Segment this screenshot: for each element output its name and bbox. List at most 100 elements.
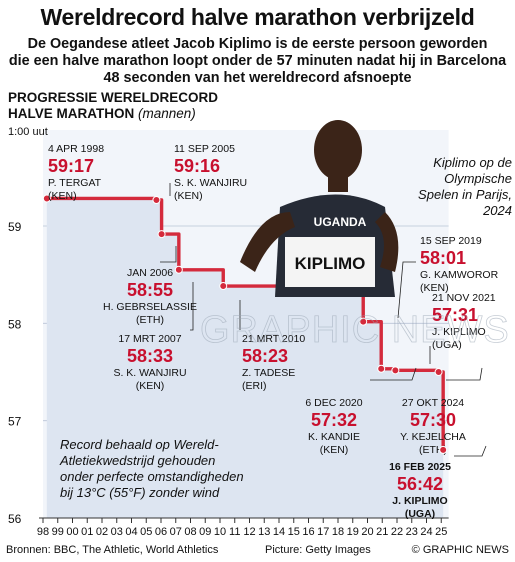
annotation-leader (446, 367, 483, 381)
record-country: (KEN) (320, 444, 349, 456)
y-tick-label: 57 (8, 415, 22, 429)
area-fill (46, 198, 444, 519)
x-tick-label: 21 (376, 526, 388, 538)
record-time: 59:16 (174, 156, 220, 176)
x-tick-label: 06 (155, 526, 167, 538)
record-date: 11 SEP 2005 (174, 143, 235, 155)
annotation-leader (370, 367, 417, 381)
record-country: (KEN) (136, 380, 165, 392)
record-country: (KEN) (174, 190, 203, 202)
record-date: 21 MRT 2010 (242, 333, 305, 345)
record-point (42, 194, 51, 203)
record-point (174, 265, 183, 274)
x-tick-label: 23 (406, 526, 418, 538)
record-athlete: P. TERGAT (48, 177, 102, 189)
record-date: 16 FEB 2025 (389, 461, 451, 473)
y-tick-label: 58 (8, 317, 22, 331)
record-country: (KEN) (420, 282, 449, 294)
record-athlete: J. KIPLIMO (392, 495, 447, 507)
record-time: 58:55 (127, 280, 173, 300)
chart-heading-line2: HALVE MARATHON (8, 106, 135, 121)
x-tick-label: 13 (258, 526, 270, 538)
record-point (157, 230, 166, 239)
photo-bib-text: KIPLIMO (295, 254, 366, 273)
y-tick-label: 59 (8, 220, 22, 234)
x-tick-label: 17 (317, 526, 329, 538)
chart-heading-line1: PROGRESSIE WERELDRECORD (8, 90, 219, 105)
record-point (391, 366, 400, 375)
record-time: 57:32 (311, 410, 357, 430)
x-tick-label: 20 (361, 526, 373, 538)
record-point (434, 368, 443, 376)
photo-caption: Kiplimo op de Olympische Spelen in Parij… (418, 155, 512, 218)
x-tick-label: 03 (111, 526, 123, 538)
record-time: 58:23 (242, 346, 288, 366)
record-athlete: K. KANDIE (308, 431, 360, 443)
annotation-leader (160, 246, 177, 263)
record-date: 4 APR 1998 (48, 143, 104, 155)
record-country: (ETH) (419, 444, 447, 456)
x-tick-label: 01 (81, 526, 93, 538)
record-date: 15 SEP 2019 (420, 235, 482, 247)
subtitle: De Oegandese atleet Jacob Kiplimo is de … (0, 36, 515, 87)
x-tick-label: 11 (229, 526, 240, 538)
x-tick-label: 16 (302, 526, 314, 538)
y-tick-label: 56 (8, 512, 22, 526)
chart-heading-qualifier: (mannen) (138, 106, 196, 121)
x-tick-label: 00 (66, 526, 78, 538)
record-date: JAN 2006 (127, 267, 173, 279)
annotation-leader (190, 282, 194, 331)
conditions-note: Record behaald op Wereld-Atletiekwedstri… (60, 437, 244, 500)
x-tick-label: 25 (435, 526, 447, 538)
record-country: (ETH) (136, 314, 164, 326)
record-time: 56:42 (397, 474, 443, 494)
record-country: (UGA) (405, 508, 435, 520)
record-athlete: S. K. WANJIRU (113, 367, 186, 379)
record-date: 17 MRT 2007 (118, 333, 181, 345)
subtitle-line: die een halve marathon loopt onder de 57… (8, 53, 507, 69)
x-tick-label: 98 (37, 526, 49, 538)
x-tick-label: 14 (273, 526, 285, 538)
x-tick-label: 12 (243, 526, 255, 538)
record-athlete: S. K. WANJIRU (174, 177, 247, 189)
record-time: 58:33 (127, 346, 173, 366)
x-tick-label: 10 (214, 526, 226, 538)
x-tick-label: 22 (391, 526, 403, 538)
page-title: Wereldrecord halve marathon verbrijzeld (40, 4, 475, 30)
record-athlete: H. GEBRSELASSIE (103, 301, 197, 313)
y-unit-label: 1:00 uut (8, 126, 48, 138)
x-tick-label: 04 (125, 526, 137, 538)
record-time: 59:17 (48, 156, 94, 176)
record-athlete: Y. KEJELCHA (400, 431, 466, 443)
subtitle-line: 48 seconden van het wereldrecord afsnoep… (103, 70, 412, 86)
annotation-leader (454, 445, 487, 457)
sources: Bronnen: BBC, The Athletic, World Athlet… (6, 544, 219, 556)
x-tick-label: 09 (199, 526, 211, 538)
chart-heading: PROGRESSIE WERELDRECORD HALVE MARATHON (… (8, 90, 218, 122)
picture-credit: Picture: Getty Images (265, 544, 371, 556)
copyright: © GRAPHIC NEWS (411, 544, 509, 556)
record-country: (KEN) (48, 190, 77, 202)
x-tick-label: 15 (288, 526, 300, 538)
x-tick-label: 24 (420, 526, 432, 538)
record-date: 27 OKT 2024 (402, 397, 464, 409)
record-point (359, 317, 368, 326)
record-country: (UGA) (432, 339, 462, 351)
record-time: 57:31 (432, 305, 478, 325)
subtitle-line: De Oegandese atleet Jacob Kiplimo is de … (27, 36, 488, 52)
x-tick-label: 18 (332, 526, 344, 538)
record-athlete: J. KIPLIMO (432, 326, 486, 338)
photo-jersey-text: UGANDA (314, 215, 367, 229)
x-tick-label: 99 (52, 526, 64, 538)
record-point (439, 445, 448, 454)
record-athlete: Z. TADESE (242, 367, 295, 379)
record-date: 6 DEC 2020 (305, 397, 362, 409)
x-tick-label: 07 (170, 526, 182, 538)
record-point (152, 196, 161, 205)
record-point (377, 364, 386, 373)
record-date: 21 NOV 2021 (432, 292, 496, 304)
record-time: 57:30 (410, 410, 456, 430)
record-athlete: G. KAMWOROR (420, 269, 499, 281)
watermark: GRAPHIC NEWS (200, 309, 510, 351)
x-tick-label: 05 (140, 526, 152, 538)
